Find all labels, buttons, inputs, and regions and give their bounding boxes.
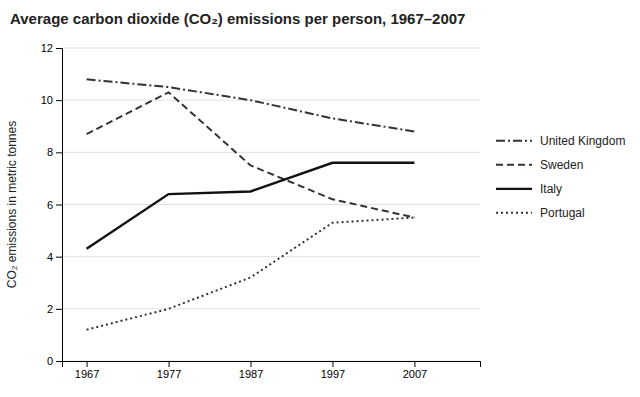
y-tick: 10	[41, 94, 62, 106]
y-tick-label: 0	[47, 355, 53, 367]
x-tick: 1997	[321, 361, 345, 380]
x-tick-label: 2007	[403, 368, 427, 380]
legend-swatch	[496, 164, 532, 166]
y-tick: 4	[47, 251, 62, 263]
grid-line	[62, 100, 480, 101]
grid-line	[62, 256, 480, 257]
y-axis-line	[56, 49, 63, 362]
legend-swatch	[496, 212, 532, 214]
legend: United Kingdom Sweden Italy Portugal	[496, 134, 625, 220]
y-tick-mark	[56, 48, 62, 49]
x-axis-line	[63, 362, 481, 368]
lines	[87, 79, 415, 329]
x-tick-label: 1997	[321, 368, 345, 380]
legend-item: Portugal	[496, 206, 585, 220]
legend-label: Portugal	[540, 206, 585, 220]
x-tick: 1977	[157, 361, 181, 380]
chart: 1967 1977 1987 1997 2007 0 2 4 6 8 10 12 Average car…	[0, 0, 640, 397]
legend-swatch	[496, 188, 532, 190]
legend-item: Italy	[496, 182, 562, 196]
y-tick-mark	[56, 205, 62, 206]
y-axis-title: CO₂ emissions in metric tonnes	[5, 121, 19, 288]
y-axis: 0 2 4 6 8 10 12	[41, 42, 63, 367]
x-tick: 1967	[75, 361, 99, 380]
x-tick: 2007	[403, 361, 427, 380]
y-tick-label: 6	[47, 199, 53, 211]
legend-label: Italy	[540, 182, 562, 196]
legend-item: Sweden	[496, 158, 583, 172]
legend-label: United Kingdom	[540, 134, 625, 148]
grid-line	[62, 308, 480, 309]
series-line	[87, 79, 415, 131]
x-tick-label: 1967	[75, 368, 99, 380]
y-tick-label: 8	[47, 146, 53, 158]
legend-item: United Kingdom	[496, 134, 625, 148]
series-line	[87, 218, 415, 330]
series-line	[87, 163, 415, 249]
y-tick-label: 2	[47, 303, 53, 315]
grid-line	[62, 48, 480, 49]
title: Average carbon dioxide (CO₂) emissions p…	[10, 10, 465, 27]
y-tick-label: 12	[41, 42, 53, 54]
y-tick: 6	[47, 199, 62, 211]
x-tick: 1987	[239, 361, 263, 380]
legend-label: Sweden	[540, 158, 583, 172]
y-tick: 2	[47, 303, 62, 315]
y-tick: 0	[47, 355, 62, 367]
y-tick-label: 10	[41, 94, 53, 106]
x-tick-mark	[251, 361, 252, 367]
y-tick-mark	[56, 257, 62, 258]
y-tick-mark	[56, 361, 62, 362]
plot: 1967 1977 1987 1997 2007 0 2 4 6 8 10 12	[41, 42, 481, 380]
y-tick-label: 4	[47, 251, 53, 263]
x-tick-label: 1977	[157, 368, 181, 380]
y-tick-mark	[56, 100, 62, 101]
x-axis: 1967 1977 1987 1997 2007	[63, 361, 481, 380]
x-tick-mark	[87, 361, 88, 367]
x-tick-mark	[332, 361, 333, 367]
legend-swatch	[496, 140, 532, 142]
x-tick-label: 1987	[239, 368, 263, 380]
y-tick-mark	[56, 309, 62, 310]
x-tick-mark	[414, 361, 415, 367]
grid-line	[62, 204, 480, 205]
x-tick-mark	[169, 361, 170, 367]
y-tick-mark	[56, 152, 62, 153]
y-tick: 12	[41, 42, 62, 54]
grid	[62, 48, 480, 361]
grid-line	[62, 152, 480, 153]
y-tick: 8	[47, 146, 62, 158]
series-line	[87, 92, 415, 217]
